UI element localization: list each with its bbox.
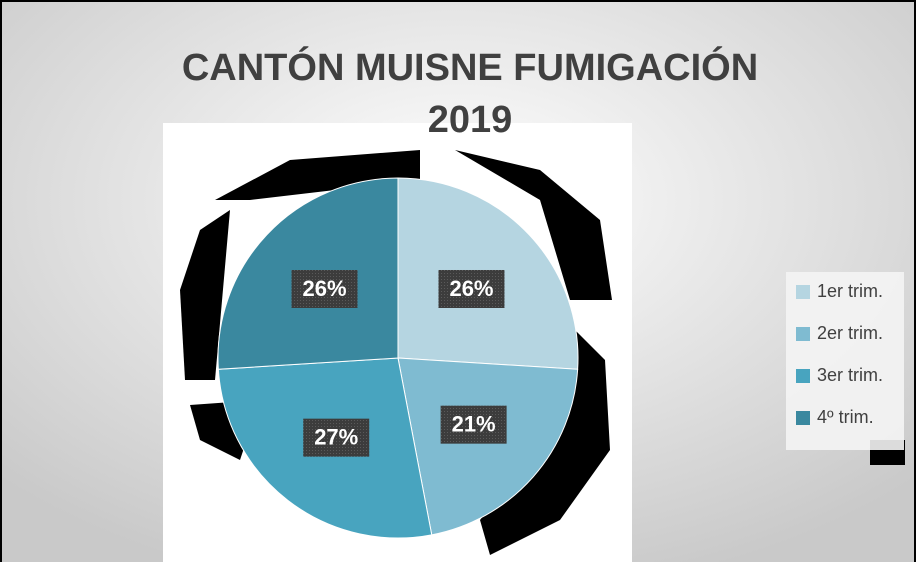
pie-slice <box>397 357 579 536</box>
data-label-box <box>291 269 358 308</box>
legend-label: 4º trim. <box>817 407 874 427</box>
legend-swatch <box>796 327 810 341</box>
data-label: 26% <box>302 276 346 301</box>
data-label: 26% <box>449 276 493 301</box>
legend-label: 1er trim. <box>817 281 883 301</box>
data-label-box <box>303 418 370 457</box>
legend-swatch <box>796 369 810 383</box>
legend-label: 2er trim. <box>817 323 883 343</box>
legend-label: 3er trim. <box>817 365 883 385</box>
legend-swatch <box>796 411 810 425</box>
data-label-box <box>440 405 507 444</box>
chart-title: CANTÓN MUISNE FUMIGACIÓN 2019 <box>182 45 758 141</box>
legend-swatch <box>796 285 810 299</box>
data-label: 27% <box>314 424 358 449</box>
data-label: 21% <box>452 411 496 436</box>
data-label-box <box>438 269 505 308</box>
